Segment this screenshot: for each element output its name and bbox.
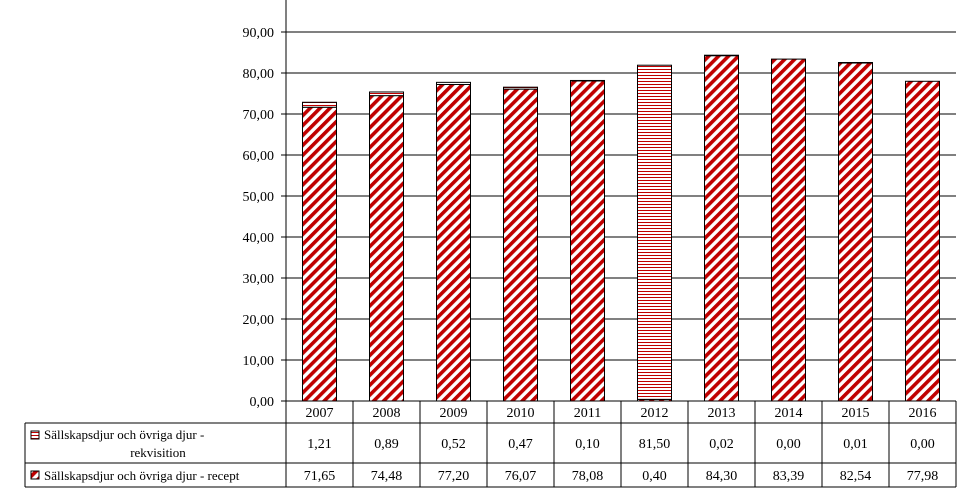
- x-tick-label: 2016: [909, 406, 937, 421]
- y-tick-label: 70,00: [243, 108, 275, 123]
- x-tick-label: 2014: [775, 406, 803, 421]
- bar-rekvisition-2011: [570, 79, 605, 82]
- y-axis-tick-labels: 0,00 10,00 20,00 30,00 40,00 50,00 60,00 70,00 8…: [243, 26, 275, 410]
- y-tick-label: 30,00: [243, 272, 275, 287]
- data-label: 0,00: [910, 437, 935, 452]
- x-tick-label: 2007: [306, 406, 334, 421]
- data-label: 71,65: [304, 469, 336, 484]
- bar-recept-2014: [771, 58, 806, 402]
- bar-rekvisition-2013: [704, 54, 739, 57]
- bar-recept-2015: [838, 62, 873, 402]
- legend-label: Sällskapsdjur och övriga djur - recept: [44, 468, 240, 483]
- data-label: 0,89: [374, 437, 399, 452]
- data-label: 77,98: [907, 469, 939, 484]
- x-tick-label: 2012: [641, 406, 669, 421]
- y-tick-label: 60,00: [243, 149, 275, 164]
- x-tick-label: 2013: [708, 406, 736, 421]
- data-label: 0,10: [575, 437, 600, 452]
- data-label: 74,48: [371, 469, 403, 484]
- x-tick-label: 2011: [574, 406, 601, 421]
- y-tick-label: 80,00: [243, 67, 275, 82]
- bar-recept-2007: [302, 106, 337, 402]
- axes: [281, 0, 287, 402]
- legend-swatch-0: [30, 430, 40, 440]
- data-label: 0,01: [843, 437, 868, 452]
- data-label: 77,20: [438, 469, 470, 484]
- data-label: 0,52: [441, 437, 466, 452]
- bar-rekvisition-2008: [369, 91, 404, 97]
- legend-swatch-1: [30, 470, 40, 480]
- data-label: 78,08: [572, 469, 604, 484]
- data-label: 0,47: [508, 437, 533, 452]
- bars: [302, 54, 940, 402]
- bar-rekvisition-2009: [436, 81, 471, 85]
- data-label: 0,40: [642, 469, 667, 484]
- y-tick-label: 50,00: [243, 190, 275, 205]
- data-label: 84,30: [706, 469, 738, 484]
- bar-recept-2011: [570, 80, 605, 402]
- data-label: 0,00: [776, 437, 801, 452]
- bar-rekvisition-2012: [637, 64, 672, 400]
- data-label: 82,54: [840, 469, 872, 484]
- data-table: 2007 2008 2009 2010 2011 2012 2013 2014 2015 2016…: [24, 400, 957, 488]
- data-label: 1,21: [307, 437, 332, 452]
- bar-recept-2013: [704, 54, 739, 402]
- bar-recept-2008: [369, 95, 404, 402]
- y-tick-label: 10,00: [243, 354, 275, 369]
- legend-label-line: Sällskapsdjur och övriga djur -: [44, 427, 204, 442]
- bar-recept-2016: [905, 80, 940, 402]
- bar-rekvisition-2010: [503, 86, 538, 90]
- data-label: 83,39: [773, 469, 805, 484]
- data-label: 0,02: [709, 437, 734, 452]
- y-tick-label: 90,00: [243, 26, 275, 41]
- bar-rekvisition-2015: [838, 62, 873, 64]
- x-tick-label: 2015: [842, 406, 870, 421]
- legend-label-line: rekvisition: [130, 445, 186, 460]
- data-label: 76,07: [505, 469, 537, 484]
- y-tick-label: 0,00: [250, 395, 275, 410]
- y-tick-label: 20,00: [243, 313, 275, 328]
- y-tick-label: 40,00: [243, 231, 275, 246]
- x-tick-label: 2008: [373, 406, 401, 421]
- data-label: 81,50: [639, 437, 671, 452]
- bar-recept-2009: [436, 83, 471, 402]
- bar-recept-2010: [503, 88, 538, 402]
- x-tick-label: 2009: [440, 406, 468, 421]
- x-tick-label: 2010: [507, 406, 535, 421]
- bar-rekvisition-2007: [302, 101, 337, 108]
